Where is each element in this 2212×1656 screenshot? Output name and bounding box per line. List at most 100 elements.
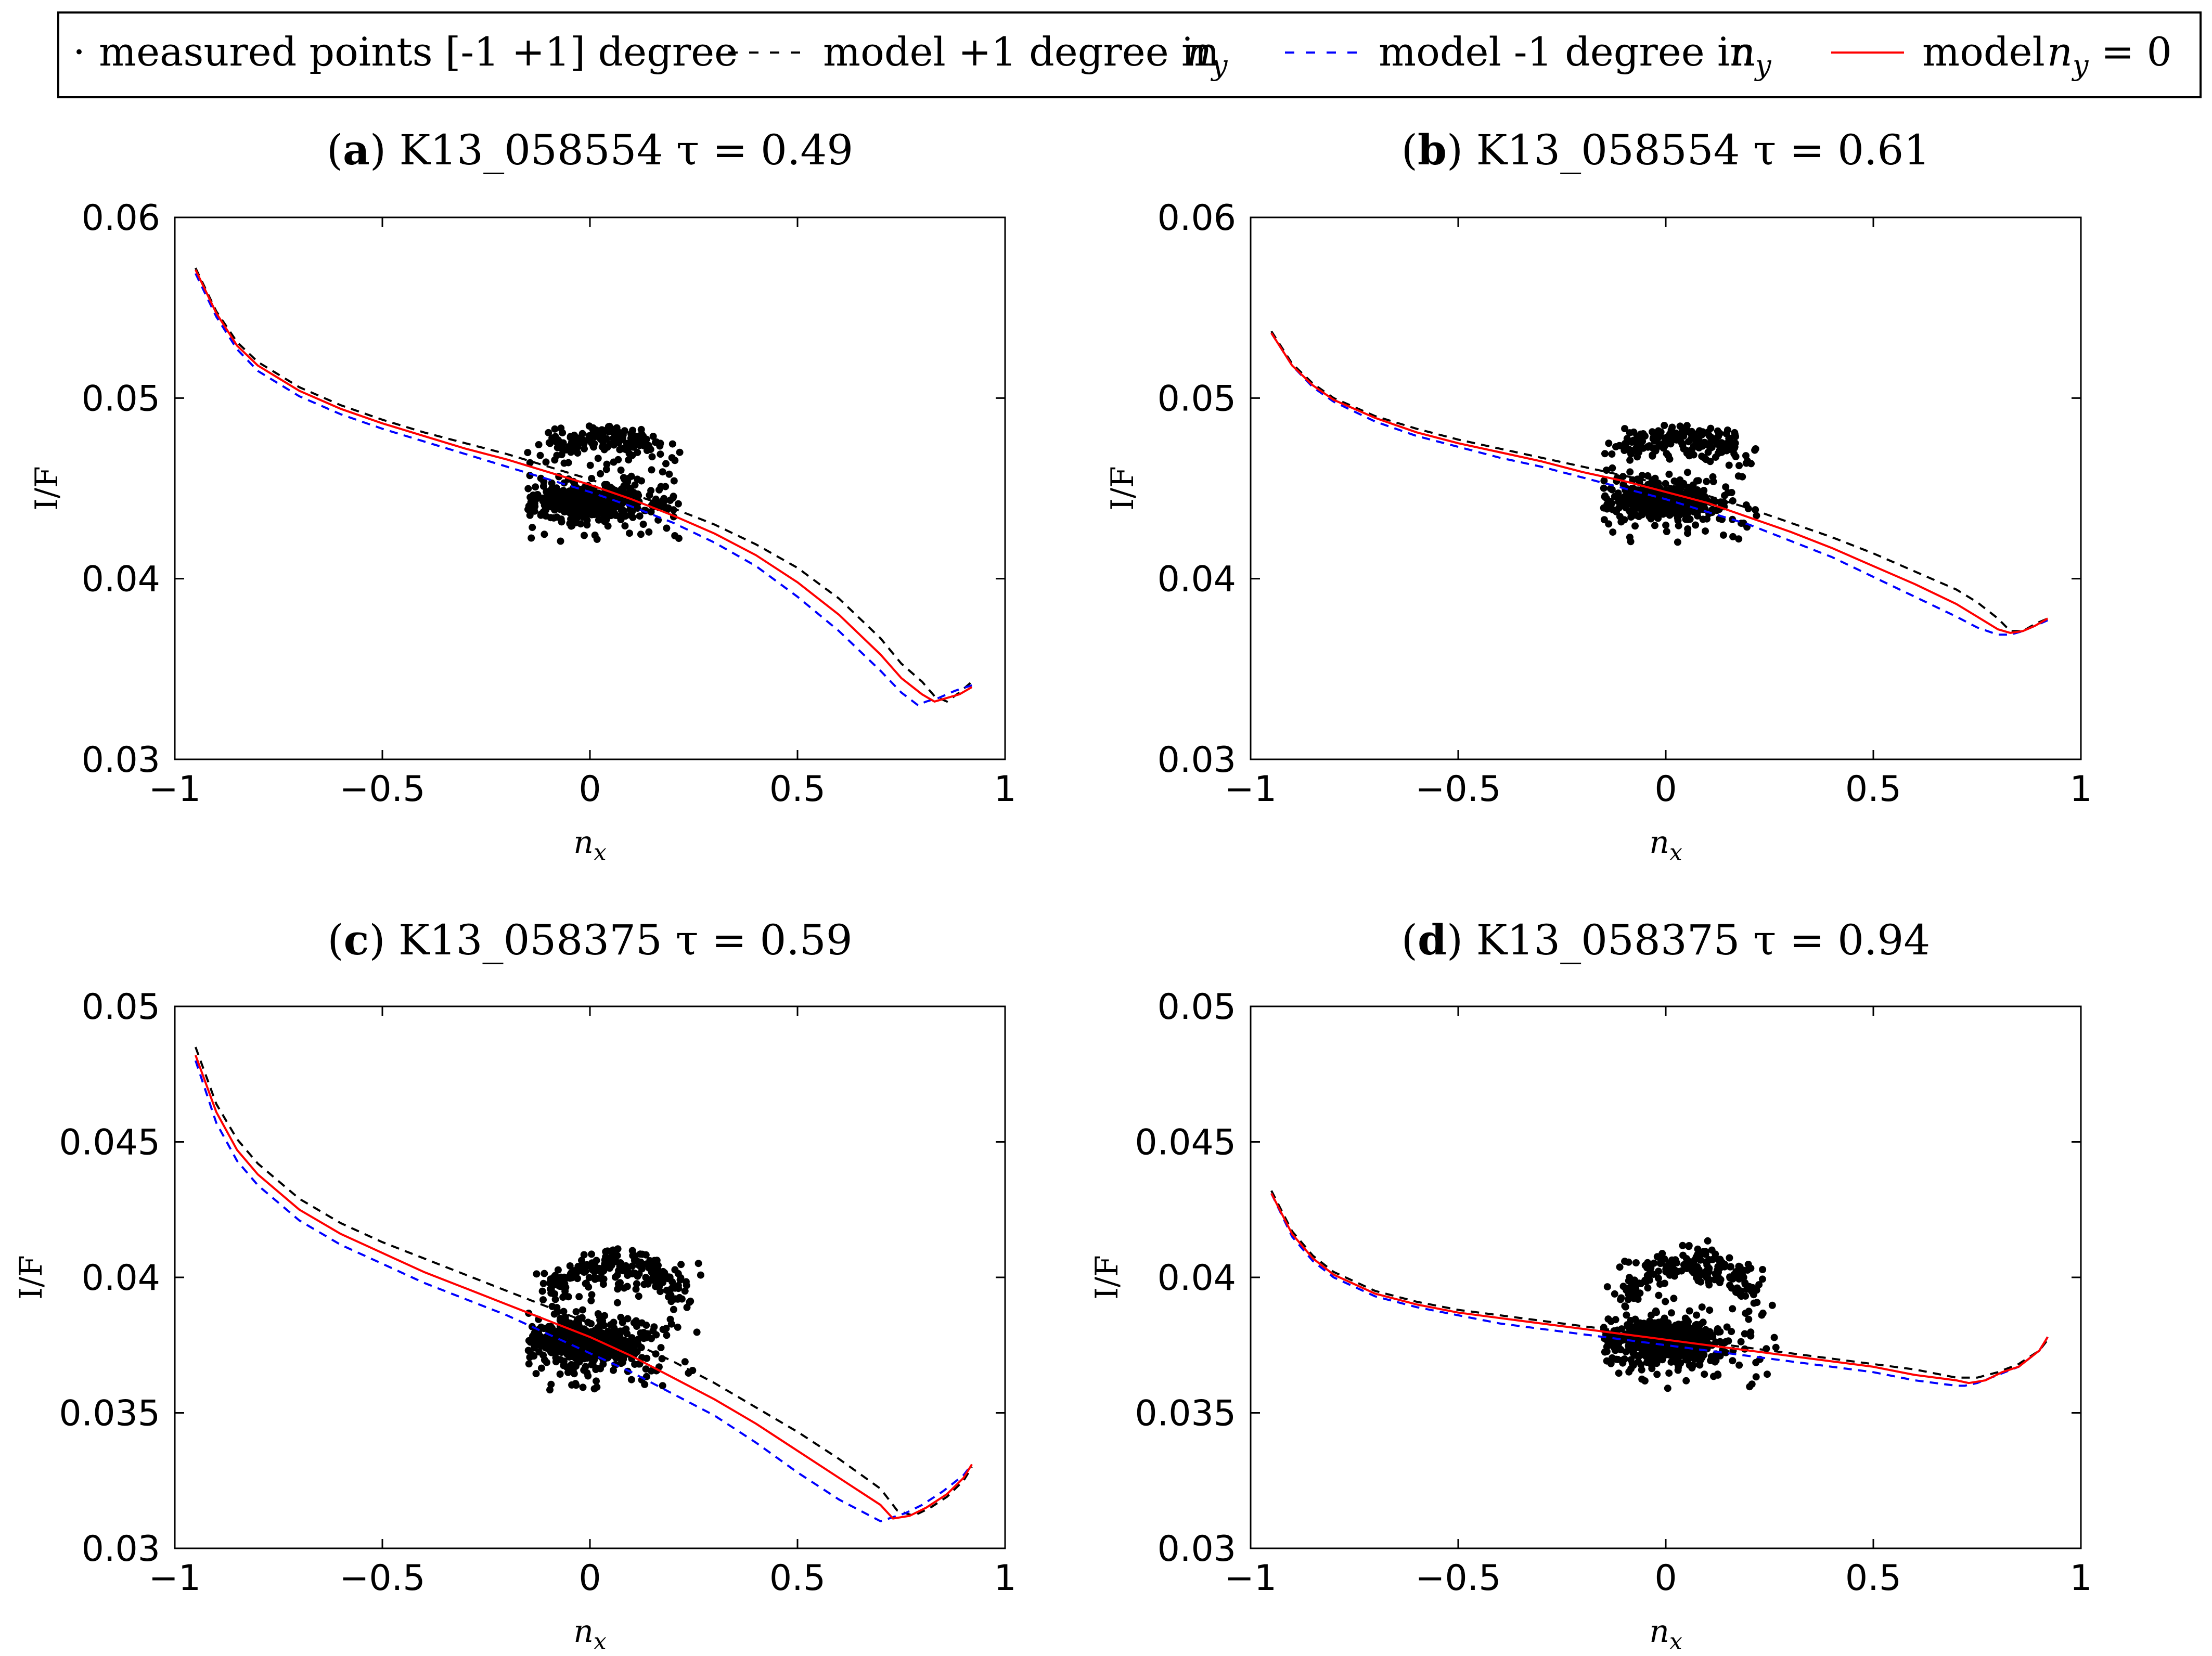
measured-point	[559, 429, 567, 437]
legend-measured-label: measured points [-1 +1] degree	[99, 29, 738, 75]
measured-point	[1722, 483, 1730, 491]
measured-point	[652, 1283, 660, 1290]
measured-point	[574, 512, 582, 520]
measured-point	[1647, 515, 1655, 523]
legend-model-plus-label: model +1 degree in	[823, 29, 1219, 75]
measured-point	[580, 439, 588, 447]
measured-point	[1664, 1385, 1671, 1392]
measured-point	[1683, 1260, 1691, 1268]
measured-point	[1659, 510, 1667, 518]
measured-point	[1705, 1268, 1713, 1276]
measured-point	[1631, 522, 1639, 530]
panel-d-axes-frame	[1250, 1005, 2082, 1549]
panel-c: (c) K13_058375 τ = 0.59 −1 −0.5 0 0.5 1 0.03 0.…	[13, 915, 1017, 1655]
measured-point	[1745, 1308, 1753, 1315]
measured-point	[1729, 1357, 1737, 1365]
measured-point	[537, 1364, 545, 1372]
panel-a-series-model-minus	[195, 273, 972, 706]
measured-point	[548, 479, 556, 487]
measured-point	[1623, 1311, 1630, 1319]
measured-point	[620, 1284, 628, 1292]
measured-point	[1750, 1299, 1758, 1307]
measured-point	[1663, 450, 1670, 458]
measured-point	[532, 483, 539, 491]
measured-point	[633, 1280, 640, 1288]
measured-point	[1679, 1251, 1687, 1259]
panel-d-tau: τ = 0.94	[1753, 916, 1930, 964]
measured-point	[548, 1302, 556, 1310]
measured-point	[1638, 511, 1646, 519]
measured-point	[1661, 1321, 1668, 1329]
measured-point	[1679, 1351, 1687, 1359]
measured-point	[583, 1369, 591, 1377]
measured-point	[1715, 1274, 1723, 1282]
panel-c-xlabel: nx	[573, 1613, 607, 1655]
measured-point	[1670, 1269, 1678, 1276]
measured-point	[1630, 428, 1638, 436]
measured-point	[674, 1323, 681, 1331]
measured-point	[1670, 1328, 1678, 1336]
measured-point	[615, 1267, 623, 1274]
y-tick-label: 0.03	[82, 740, 160, 781]
measured-point	[671, 1266, 679, 1274]
measured-point	[1693, 1321, 1701, 1328]
measured-point	[1722, 430, 1730, 437]
panel-b-label-open: (	[1401, 126, 1418, 174]
measured-point	[1694, 1253, 1702, 1261]
measured-point	[572, 1308, 580, 1316]
measured-point	[1668, 423, 1676, 431]
y-tick-label: 0.035	[59, 1393, 160, 1434]
measured-point	[588, 1361, 596, 1368]
measured-point	[1619, 473, 1627, 481]
measured-point	[573, 1324, 581, 1331]
measured-point	[1716, 1352, 1724, 1360]
measured-point	[651, 1257, 658, 1264]
measured-point	[1635, 435, 1642, 443]
measured-point	[1708, 435, 1716, 443]
measured-point	[1606, 1332, 1614, 1340]
measured-point	[1723, 1323, 1731, 1331]
measured-point	[640, 436, 648, 444]
measured-point	[662, 460, 670, 468]
measured-point	[1649, 451, 1656, 459]
measured-point	[1768, 1301, 1776, 1309]
measured-point	[595, 493, 602, 500]
panel-a-title: (a) K13_058554 τ = 0.49	[327, 125, 853, 174]
measured-point	[1759, 1266, 1767, 1273]
y-tick-label: 0.04	[82, 559, 160, 600]
measured-point	[594, 1310, 602, 1317]
measured-point	[627, 1376, 635, 1383]
measured-point	[668, 440, 676, 448]
measured-point	[1712, 1250, 1719, 1258]
measured-point	[1653, 1309, 1660, 1316]
measured-point	[525, 1337, 533, 1344]
measured-point	[653, 1275, 661, 1283]
measured-point	[565, 1319, 573, 1327]
y-tick-label: 0.045	[1135, 1122, 1236, 1163]
measured-point	[524, 449, 532, 457]
legend-measured-symbol: ·	[73, 29, 85, 75]
measured-point	[648, 1367, 655, 1375]
measured-point	[547, 1289, 555, 1297]
measured-point	[1626, 534, 1634, 541]
measured-point	[557, 1356, 564, 1364]
measured-point	[557, 442, 565, 450]
panel-c-tau: τ = 0.59	[675, 916, 852, 964]
measured-point	[580, 1251, 588, 1259]
measured-point	[667, 1291, 675, 1299]
measured-point	[1603, 495, 1610, 502]
measured-point	[546, 1386, 554, 1394]
measured-point	[1732, 453, 1740, 460]
measured-point	[579, 1383, 587, 1391]
measured-point	[663, 1286, 671, 1294]
measured-point	[631, 1270, 638, 1277]
panel-a-series-model-plus	[195, 267, 973, 703]
panel-b-xlabel: nx	[1649, 824, 1682, 866]
measured-point	[1621, 1302, 1629, 1310]
measured-point	[590, 510, 598, 518]
measured-point	[1663, 528, 1670, 535]
measured-point	[1695, 1361, 1703, 1368]
measured-point	[548, 1325, 556, 1332]
y-tick-label: 0.05	[1158, 987, 1236, 1028]
measured-point	[1748, 1380, 1756, 1388]
